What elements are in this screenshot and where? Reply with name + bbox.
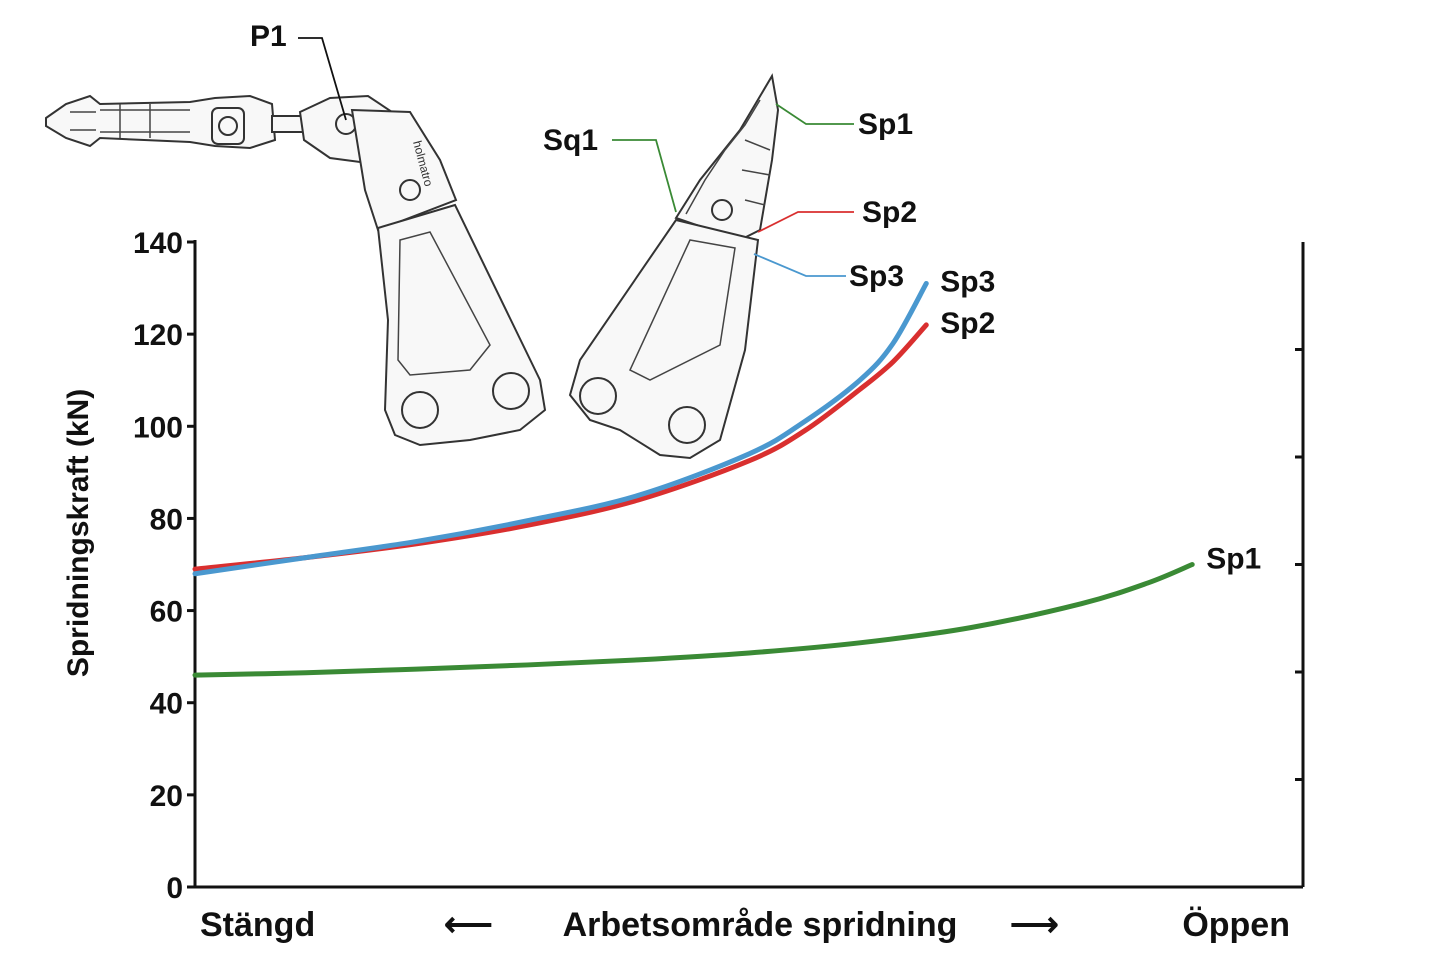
y-tick-label: 80: [150, 503, 183, 536]
label-sq1: Sq1: [543, 124, 598, 157]
series-layer: Sp1 Sp2 Sp3: [192, 265, 1261, 678]
x-left-arrow: ⟵: [444, 906, 493, 944]
series-label-sp2: Sp2: [940, 307, 995, 340]
label-p1: P1: [250, 20, 287, 53]
spreader-arm-right-illustration: [568, 73, 780, 460]
x-right-label: Öppen: [1182, 906, 1290, 944]
y-tick-label: 0: [166, 872, 183, 905]
y-tick-label: 60: [150, 596, 183, 629]
axes: 0 20 40 60 80 100 120 140: [133, 227, 1305, 905]
x-left-label: Stängd: [200, 906, 315, 944]
leader-sp2: [757, 211, 854, 233]
series-label-sp3: Sp3: [940, 265, 995, 298]
series-line-sp3: [192, 280, 929, 577]
leader-sp3: [753, 253, 846, 277]
label-sp3-diagram: Sp3: [849, 260, 904, 293]
y-tick-label: 40: [150, 688, 183, 721]
x-axis-label: Arbetsområde spridning: [563, 906, 958, 944]
x-right-arrow: ⟶: [1010, 906, 1059, 944]
y-ticks-right: [1295, 348, 1303, 781]
y-axis-label: Spridningskraft (kN): [62, 389, 95, 677]
leader-sp1: [775, 103, 854, 125]
label-sp2-diagram: Sp2: [862, 196, 917, 229]
series-label-sp1: Sp1: [1206, 543, 1261, 576]
y-tick-label: 140: [133, 227, 183, 260]
y-tick-label: 120: [133, 319, 183, 352]
spreader-arm-left-illustration: holmatro: [350, 108, 547, 447]
label-sp1-diagram: Sp1: [858, 108, 913, 141]
y-tick-labels: 0 20 40 60 80 100 120 140: [133, 227, 183, 905]
leader-sq1: [612, 139, 677, 213]
leader-lines: [298, 37, 854, 277]
y-ticks-left: [187, 240, 195, 889]
series-line-sp2: [192, 322, 929, 572]
y-tick-label: 20: [150, 780, 183, 813]
y-tick-label: 100: [133, 411, 183, 444]
leader-p1: [298, 37, 347, 121]
series-line-sp1: [192, 562, 1195, 678]
